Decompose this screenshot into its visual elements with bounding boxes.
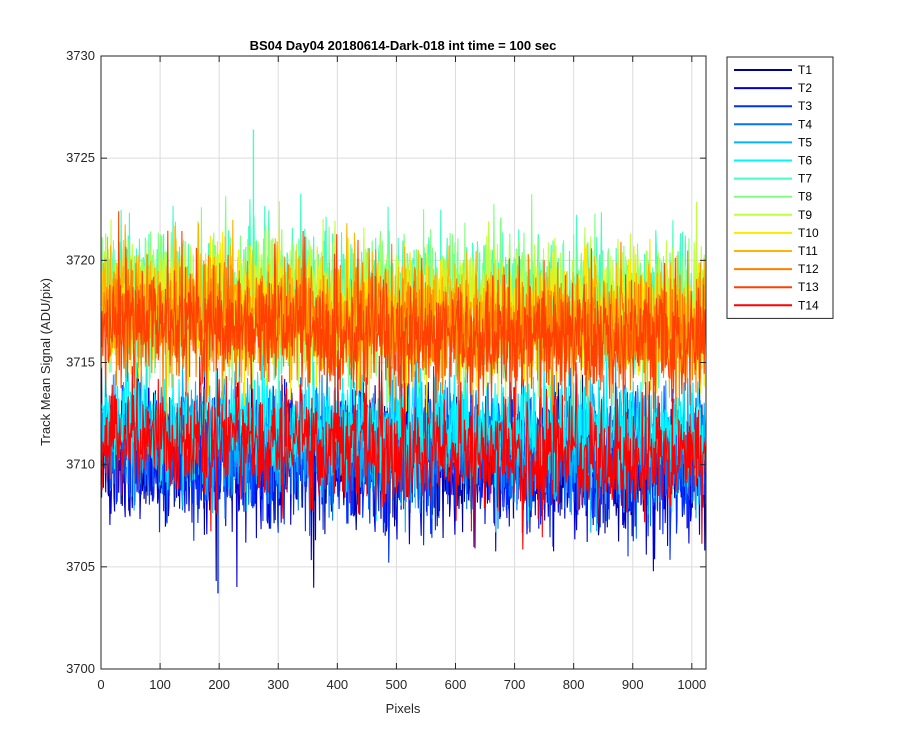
- series-group: [101, 129, 706, 594]
- ticks: 0 100 200 300 400 500 600 700 800 900 1000 3700 3705…: [66, 48, 706, 692]
- y-tick-label: 3700: [66, 661, 95, 676]
- x-tick-label: 0: [97, 677, 104, 692]
- y-tick-label: 3710: [66, 457, 95, 472]
- legend-label-t11: T11: [798, 244, 818, 258]
- x-tick-label: 100: [149, 677, 171, 692]
- y-tick-label: 3725: [66, 150, 95, 165]
- legend-label-t9: T9: [798, 208, 812, 222]
- legend-label-t14: T14: [798, 298, 819, 312]
- legend-box: [726, 56, 834, 319]
- legend-label-t13: T13: [798, 280, 819, 294]
- x-tick-label: 300: [267, 677, 289, 692]
- series-line-t13: [101, 211, 706, 423]
- chart-title: BS04 Day04 20180614-Dark-018 int time = …: [250, 38, 557, 53]
- y-tick-label: 3705: [66, 559, 95, 574]
- legend-label-t8: T8: [798, 190, 812, 204]
- legend-label-t3: T3: [798, 99, 812, 113]
- x-tick-label: 800: [563, 677, 585, 692]
- x-tick-label: 600: [445, 677, 467, 692]
- legend-label-t7: T7: [798, 172, 812, 186]
- x-tick-label: 700: [504, 677, 526, 692]
- x-tick-label: 500: [386, 677, 408, 692]
- x-tick-label: 400: [326, 677, 348, 692]
- x-tick-label: 900: [622, 677, 644, 692]
- legend-label-t10: T10: [798, 226, 819, 240]
- legend-label-t5: T5: [798, 135, 812, 149]
- legend: T1 T2 T3 T4 T5 T6 T7 T8 T9 T10 T11 T12 T13 T14: [726, 56, 834, 319]
- y-tick-label: 3715: [66, 355, 95, 370]
- x-tick-label: 200: [208, 677, 230, 692]
- legend-label-t1: T1: [798, 63, 812, 77]
- y-tick-label: 3730: [66, 48, 95, 63]
- legend-label-t4: T4: [798, 117, 812, 131]
- legend-label-t6: T6: [798, 154, 812, 168]
- x-axis-label: Pixels: [386, 701, 421, 716]
- series-line-t14: [101, 350, 706, 550]
- legend-label-t12: T12: [798, 262, 819, 276]
- y-tick-label: 3720: [66, 252, 95, 267]
- legend-label-t2: T2: [798, 81, 812, 95]
- y-axis-label: Track Mean Signal (ADU/pix): [38, 278, 53, 446]
- x-tick-label: 1000: [677, 677, 706, 692]
